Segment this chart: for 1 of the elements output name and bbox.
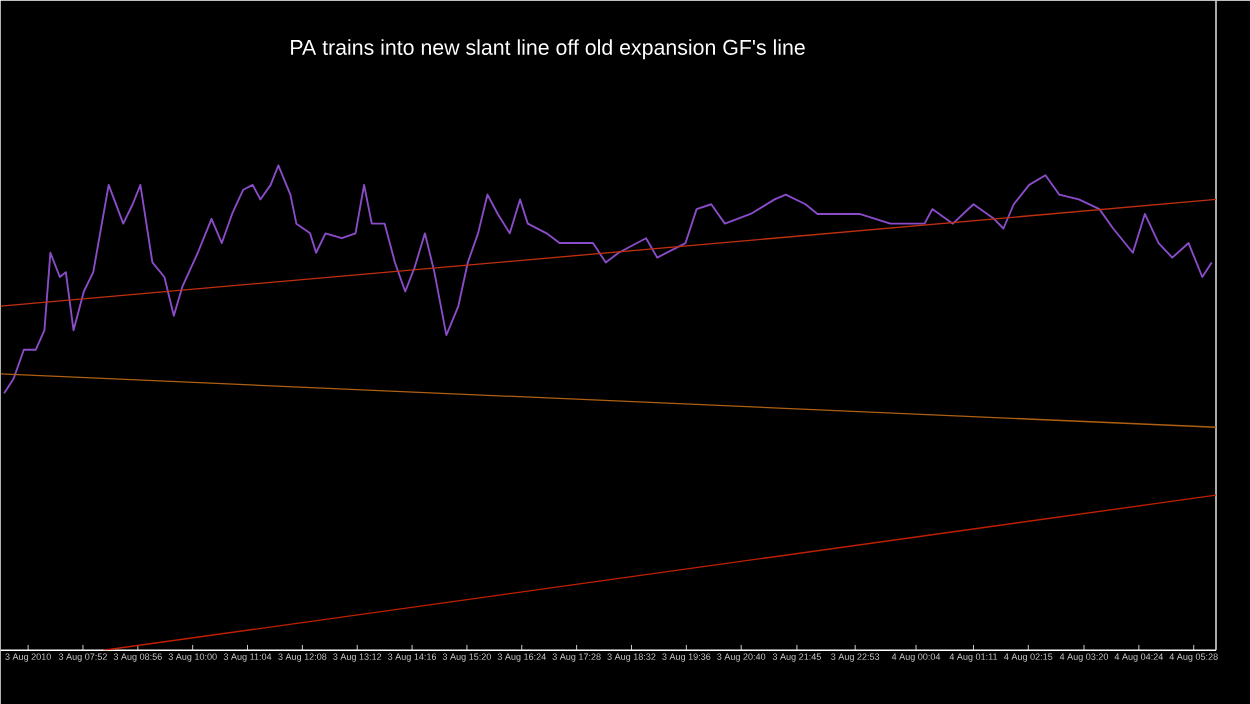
chart-title: PA trains into new slant line off old expansion GF's line: [291, 39, 805, 60]
